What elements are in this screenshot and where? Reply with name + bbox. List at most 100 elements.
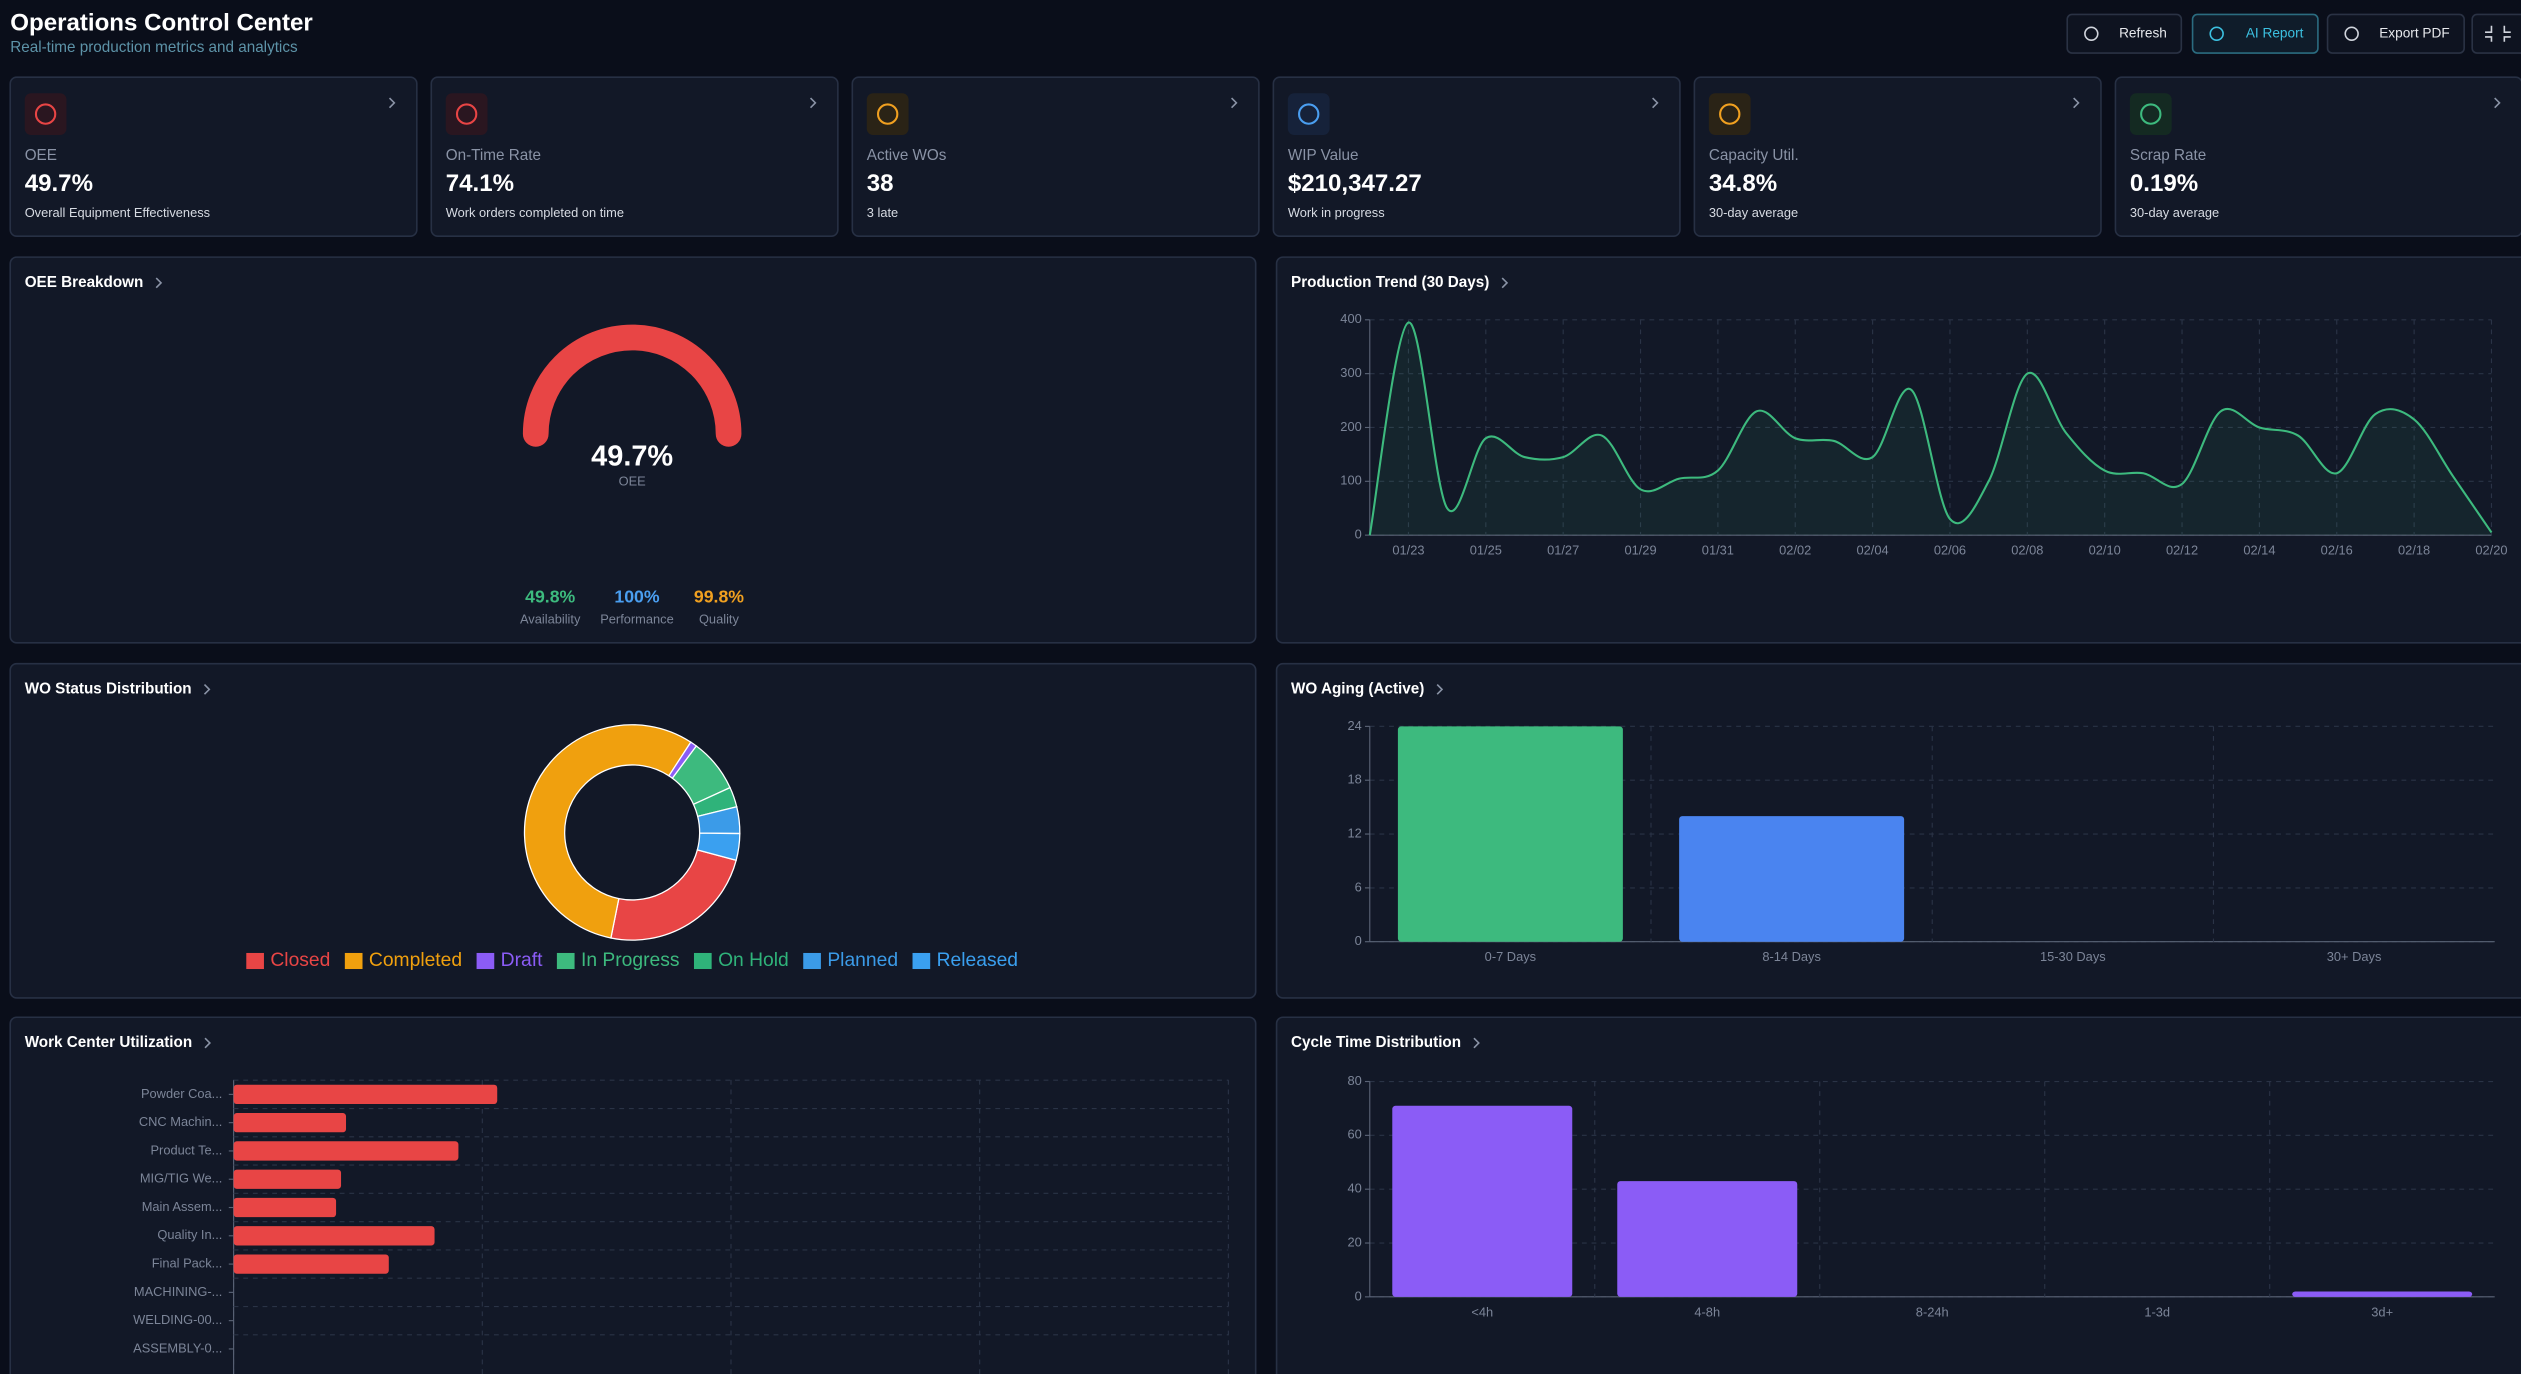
chevron-icon — [1473, 1037, 1480, 1049]
y-tick-label: 6 — [1355, 879, 1362, 894]
kpi-icon — [1298, 103, 1320, 125]
kpi-card[interactable] — [851, 76, 1260, 238]
x-tick-label: 01/25 — [1470, 543, 1502, 558]
component-label: Quality — [699, 612, 740, 627]
line-series — [1368, 321, 2493, 536]
kpi-icon-box — [445, 93, 488, 135]
bar — [233, 1226, 435, 1246]
x-tick-label: 02/14 — [2243, 543, 2275, 558]
chevron-icon — [1436, 684, 1444, 695]
chevron-icon — [1652, 97, 1659, 109]
component-value: 99.8% — [694, 586, 744, 606]
kpi-card[interactable] — [2114, 76, 2521, 238]
kpi-label: OEE — [25, 147, 57, 164]
chevron-icon — [2494, 97, 2501, 109]
x-tick-label: 8-14 Days — [1762, 949, 1821, 964]
panel — [9, 662, 1257, 999]
legend-label[interactable]: Closed — [270, 950, 330, 971]
gauge-value: 49.7% — [591, 441, 673, 473]
x-tick-label: 8-24h — [1916, 1304, 1949, 1319]
legend-label[interactable]: Planned — [827, 950, 898, 971]
kpi-card[interactable] — [1272, 76, 1681, 238]
y-tick-label: 60 — [1347, 1127, 1361, 1142]
kpi-icon-box — [2129, 93, 2172, 135]
kpi-card[interactable] — [1693, 76, 2102, 238]
button-icon — [2084, 26, 2099, 41]
pie-slice — [523, 724, 692, 939]
legend-label[interactable]: Draft — [501, 950, 543, 971]
chevron-icon — [1501, 277, 1509, 289]
component-value: 100% — [614, 586, 659, 606]
line-area — [1369, 322, 2492, 536]
button-label[interactable]: Export PDF — [2379, 25, 2450, 40]
kpi-note: Work orders completed on time — [446, 205, 624, 220]
panel-title[interactable]: WO Status Distribution — [25, 680, 192, 697]
x-tick-label: 01/29 — [1624, 543, 1656, 558]
y-tick-label: 0 — [1355, 1288, 1362, 1303]
kpi-value: 38 — [867, 170, 894, 197]
legend-swatch — [556, 952, 575, 970]
y-tick-label: 40 — [1347, 1181, 1361, 1196]
panel-title[interactable]: Production Trend (30 Days) — [1291, 274, 1489, 291]
button-icon — [2209, 26, 2224, 41]
bar — [1617, 1181, 1798, 1297]
legend-label[interactable]: In Progress — [581, 950, 680, 971]
kpi-label: Capacity Util. — [1709, 147, 1799, 164]
x-tick-label: 01/27 — [1547, 543, 1579, 558]
button-label[interactable]: Refresh — [2119, 25, 2167, 40]
bar — [2292, 1291, 2473, 1297]
button[interactable] — [2191, 13, 2319, 54]
kpi-card[interactable] — [9, 76, 418, 238]
kpi-icon — [876, 103, 899, 125]
panel — [9, 256, 1257, 644]
kpi-note: 30-day average — [1709, 205, 1798, 220]
kpi-label: Scrap Rate — [2130, 147, 2206, 164]
panel-title[interactable]: Cycle Time Distribution — [1291, 1034, 1461, 1051]
button[interactable] — [2471, 13, 2521, 54]
button[interactable] — [2326, 13, 2465, 54]
legend-label[interactable]: Released — [937, 950, 1018, 971]
y-tick-label: CNC Machin... — [139, 1114, 223, 1129]
legend-label[interactable]: On Hold — [718, 950, 789, 971]
legend-swatch — [246, 952, 264, 970]
kpi-card[interactable] — [430, 76, 839, 238]
bar — [233, 1169, 342, 1189]
button[interactable] — [2066, 13, 2183, 54]
panel-title[interactable]: Work Center Utilization — [25, 1034, 192, 1051]
chevron-icon — [203, 684, 211, 695]
x-tick-label: 02/18 — [2398, 543, 2430, 558]
panel-title[interactable]: OEE Breakdown — [25, 274, 144, 291]
kpi-note: 3 late — [867, 205, 898, 220]
content: Refresh AI Report Export PDFOEE49.7%Overal… — [9, 13, 2521, 1374]
y-tick-label: 400 — [1340, 311, 1361, 326]
x-tick-label: <4h — [1471, 1304, 1493, 1319]
kpi-value: 34.8% — [1709, 170, 1777, 197]
button-label[interactable]: AI Report — [2246, 25, 2304, 40]
y-tick-label: ASSEMBLY-0... — [133, 1340, 222, 1355]
x-tick-label: 02/02 — [1779, 543, 1811, 558]
legend-swatch — [912, 952, 931, 970]
kpi-value: 0.19% — [2130, 170, 2198, 197]
kpi-icon — [1719, 103, 1741, 125]
y-tick-label: WELDING-00... — [133, 1312, 222, 1327]
kpi-icon-box — [1287, 93, 1330, 135]
component-value: 49.8% — [525, 586, 575, 606]
y-tick-label: 200 — [1340, 419, 1361, 434]
legend-swatch — [693, 952, 712, 970]
x-tick-label: 1-3d — [2144, 1304, 2170, 1319]
kpi-icon-box — [24, 93, 67, 135]
gauge-label: OEE — [619, 473, 647, 488]
kpi-icon — [2140, 103, 2162, 125]
kpi-icon — [34, 103, 57, 125]
y-tick-label: Quality In... — [157, 1227, 222, 1242]
panel-title[interactable]: WO Aging (Active) — [1291, 680, 1424, 697]
x-tick-label: 02/12 — [2166, 543, 2198, 558]
x-tick-label: 02/16 — [2321, 543, 2353, 558]
x-tick-label: 02/06 — [1934, 543, 1966, 558]
kpi-note: Work in progress — [1288, 205, 1385, 220]
y-tick-label: 80 — [1347, 1073, 1361, 1088]
legend-label[interactable]: Completed — [369, 950, 462, 971]
legend-swatch — [344, 952, 363, 970]
component-label: Performance — [600, 612, 674, 627]
